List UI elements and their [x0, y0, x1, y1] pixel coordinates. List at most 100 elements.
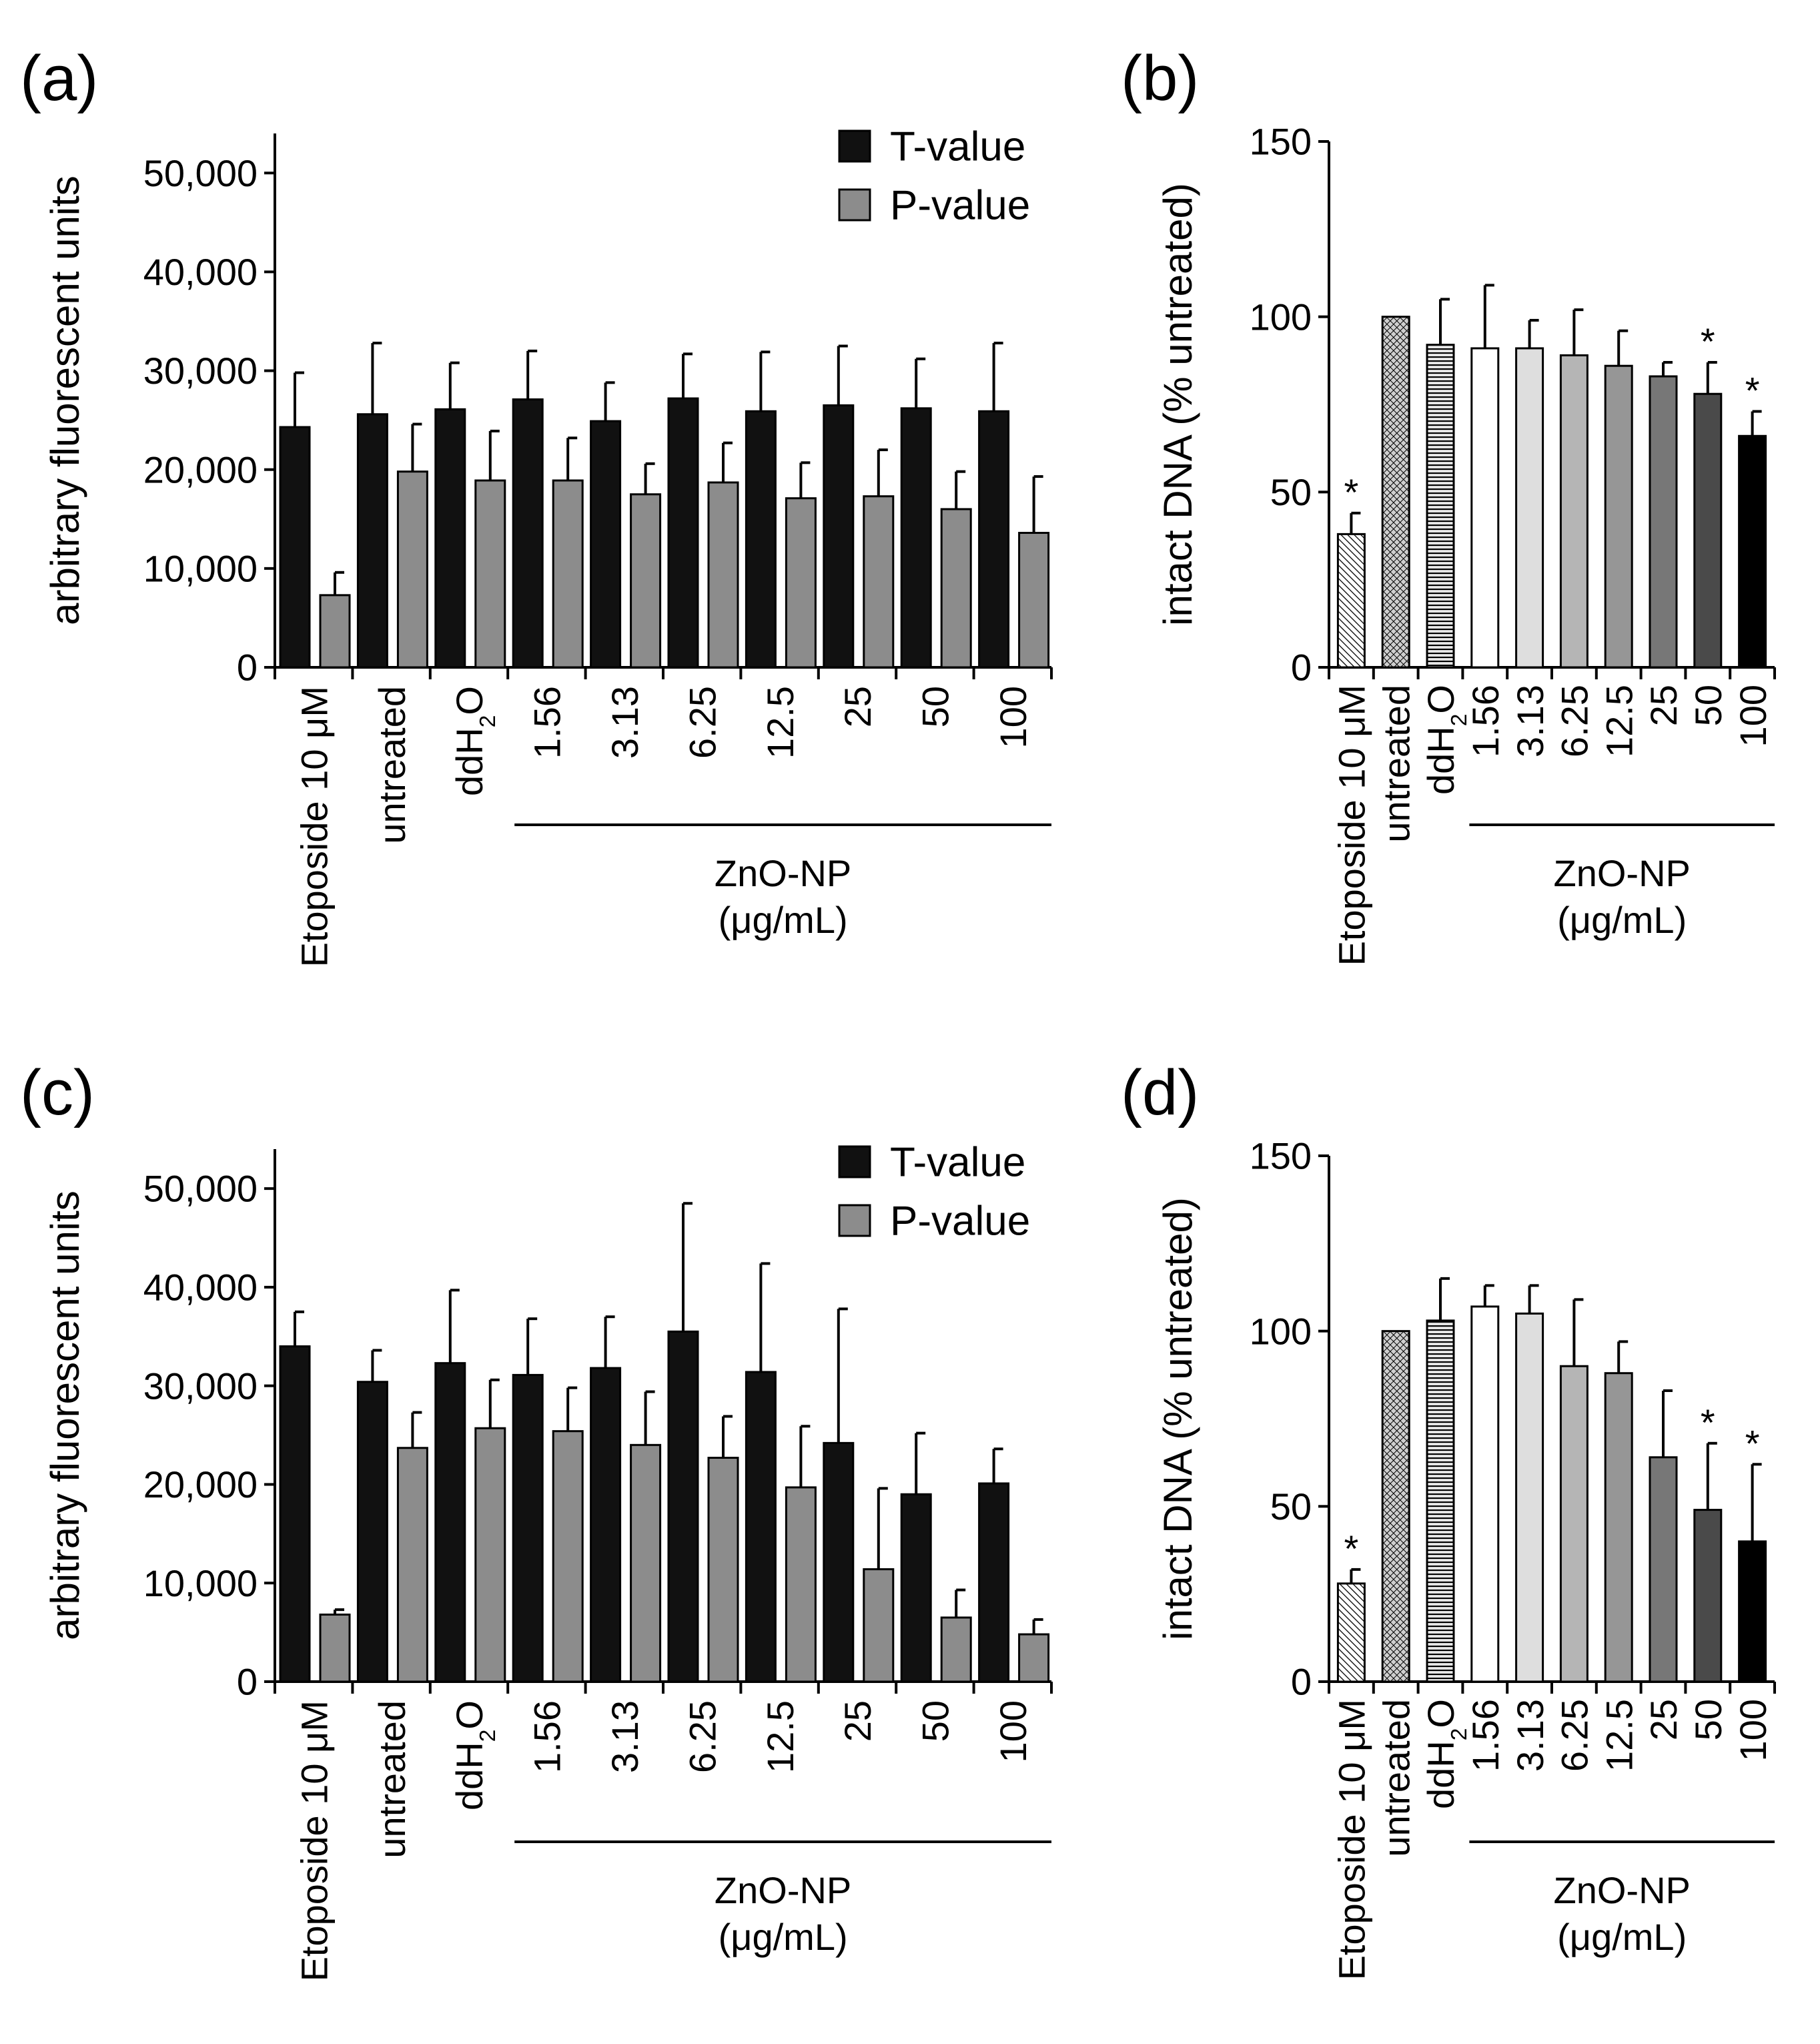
- x-category-label: ddH2O: [1420, 685, 1472, 795]
- bar-p-value: [474, 1427, 506, 1683]
- bar-p-value: [396, 470, 428, 669]
- group-unit: (μg/mL): [719, 899, 848, 941]
- bar-p-value: [474, 479, 506, 669]
- bar: [1559, 1365, 1588, 1683]
- bar-t-value: [900, 1493, 932, 1683]
- legend-swatch: [838, 129, 871, 163]
- y-tick-label: 40,000: [143, 251, 258, 293]
- y-tick-label: 100: [1250, 1310, 1312, 1352]
- y-tick-label: 50,000: [143, 152, 258, 194]
- x-category-label: untreated: [1375, 1699, 1417, 1857]
- panel-label: (b): [1121, 43, 1199, 114]
- bar-t-value: [978, 1482, 1010, 1683]
- y-tick-label: 10,000: [143, 547, 258, 589]
- x-category-label: 6.25: [681, 1700, 723, 1773]
- x-category-label: Etoposide 10 μM: [293, 1700, 335, 1981]
- y-tick-label: 50,000: [143, 1168, 258, 1210]
- bar-t-value: [590, 420, 622, 669]
- x-category-label: untreated: [371, 1700, 413, 1858]
- bar-p-value: [785, 1486, 817, 1683]
- panel-a-chart: 0 10,000 20,000 30,000 40,000 50,000 Etoposide…: [20, 43, 1053, 967]
- y-tick-label: 30,000: [143, 350, 258, 392]
- bar-t-value: [590, 1367, 622, 1683]
- bar: [1604, 1372, 1633, 1683]
- x-category-label: 50: [1687, 1699, 1729, 1740]
- bar-p-value: [552, 1430, 584, 1683]
- x-category-label: 1.56: [526, 686, 568, 759]
- x-category-label: 25: [837, 1700, 879, 1742]
- legend-swatch: [838, 1145, 871, 1178]
- legend-label: T-value: [890, 1140, 1025, 1186]
- x-category-label: untreated: [371, 686, 413, 844]
- panel-c-chart: 0 10,000 20,000 30,000 40,000 50,000 Etoposide…: [20, 1057, 1053, 1981]
- bar-t-value: [823, 1441, 855, 1683]
- bar: [1604, 364, 1633, 669]
- y-tick-label: 0: [237, 1661, 258, 1703]
- bar: [1515, 347, 1544, 669]
- x-category-label: 100: [1732, 685, 1774, 747]
- y-axis-label: arbitrary fluorescent units: [43, 1190, 87, 1640]
- significance-marker: *: [1745, 1422, 1760, 1464]
- legend-swatch: [838, 188, 871, 222]
- x-category-label: untreated: [1375, 685, 1417, 843]
- bar-t-value: [512, 1373, 544, 1683]
- panel-label: (d): [1121, 1057, 1199, 1128]
- bar: [1470, 347, 1500, 669]
- bar-p-value: [552, 479, 584, 669]
- bar-p-value: [785, 497, 817, 669]
- panel-label: (c): [20, 1057, 95, 1128]
- legend-label: P-value: [890, 1199, 1030, 1245]
- bar-p-value: [1018, 1633, 1050, 1683]
- group-title: ZnO-NP: [1554, 852, 1691, 894]
- bar-t-value: [745, 1371, 777, 1683]
- x-category-label: ddH2O: [1420, 1699, 1472, 1809]
- x-category-label: 1.56: [526, 1700, 568, 1773]
- bar: [1426, 1319, 1455, 1683]
- x-category-label: 12.5: [1598, 685, 1640, 757]
- y-tick-label: 20,000: [143, 1463, 258, 1505]
- bar-t-value: [434, 1362, 466, 1683]
- group-unit: (μg/mL): [719, 1916, 848, 1958]
- legend-label: P-value: [890, 183, 1030, 229]
- x-category-label: 3.13: [604, 1700, 646, 1773]
- bar: [1693, 1509, 1723, 1683]
- legend-label: T-value: [890, 124, 1025, 170]
- group-unit: (μg/mL): [1557, 899, 1687, 941]
- x-category-label: Etoposide 10 μM: [293, 686, 335, 967]
- bar: [1649, 1456, 1678, 1683]
- significance-marker: *: [1701, 1401, 1715, 1443]
- group-unit: (μg/mL): [1557, 1916, 1687, 1958]
- x-category-label: 1.56: [1464, 685, 1506, 757]
- x-category-label: ddH2O: [448, 686, 500, 796]
- bar-p-value: [940, 508, 972, 669]
- y-tick-label: 50: [1270, 1485, 1312, 1527]
- bar-p-value: [707, 1457, 739, 1683]
- x-category-label: 100: [992, 1700, 1034, 1762]
- bar-t-value: [745, 410, 777, 669]
- significance-marker: *: [1344, 471, 1359, 513]
- bar-p-value: [863, 495, 895, 669]
- y-tick-label: 150: [1250, 121, 1312, 163]
- group-title: ZnO-NP: [1554, 1869, 1691, 1911]
- x-category-label: ddH2O: [448, 1700, 500, 1810]
- bar-p-value: [319, 1614, 351, 1683]
- y-tick-label: 150: [1250, 1135, 1312, 1177]
- bar: [1738, 1540, 1767, 1683]
- group-title: ZnO-NP: [715, 1869, 851, 1911]
- bar-p-value: [1018, 532, 1050, 669]
- bar: [1559, 354, 1588, 669]
- y-tick-label: 30,000: [143, 1365, 258, 1407]
- bar-p-value: [630, 1443, 662, 1683]
- bar: [1336, 1582, 1366, 1683]
- x-category-label: Etoposide 10 μM: [1331, 685, 1373, 966]
- x-category-label: 12.5: [1598, 1699, 1640, 1772]
- x-category-label: 6.25: [1554, 1699, 1596, 1772]
- group-title: ZnO-NP: [715, 852, 851, 894]
- x-category-label: 25: [837, 686, 879, 727]
- bar: [1649, 375, 1678, 669]
- significance-marker: *: [1701, 320, 1715, 362]
- significance-marker: *: [1344, 1527, 1359, 1570]
